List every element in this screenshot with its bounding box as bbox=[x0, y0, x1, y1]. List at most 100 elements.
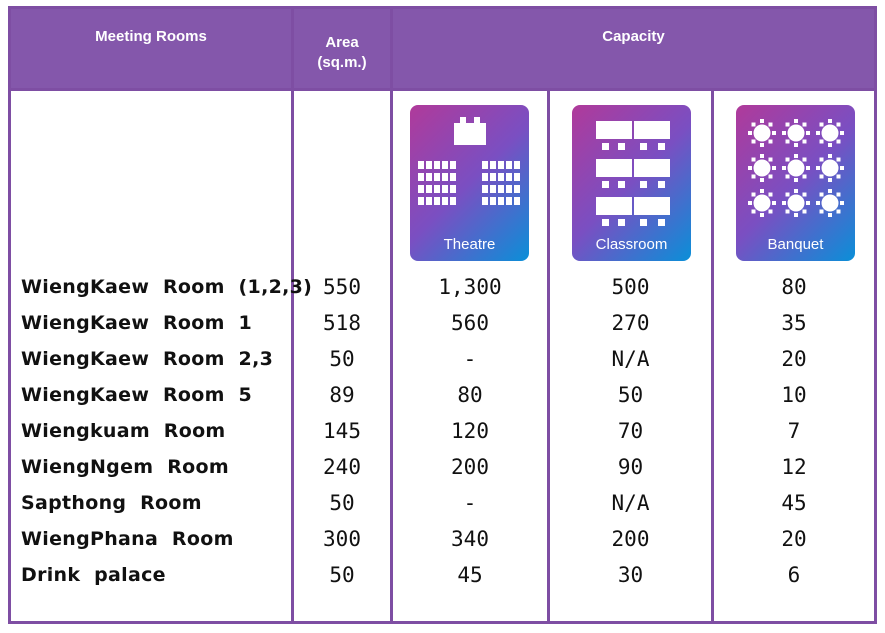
icon-shape bbox=[450, 185, 456, 193]
icon-shape bbox=[782, 166, 786, 170]
room-name: WiengKaew Room 2,3 bbox=[21, 348, 274, 370]
icon-shape bbox=[760, 119, 764, 123]
icon-shape bbox=[490, 185, 496, 193]
table-row: WiengKaew Room 5 89 80 50 10 bbox=[11, 377, 874, 413]
icon-shape bbox=[819, 157, 824, 162]
icon-shape bbox=[751, 174, 756, 179]
icon-shape bbox=[816, 201, 820, 205]
icon-shape bbox=[782, 131, 786, 135]
header-capacity: Capacity bbox=[602, 28, 665, 45]
room-area: 550 bbox=[323, 275, 361, 299]
banquet-capacity: 45 bbox=[781, 491, 807, 515]
icon-shape bbox=[828, 143, 832, 147]
icon-shape bbox=[828, 119, 832, 123]
icon-shape bbox=[634, 159, 670, 177]
icon-shape bbox=[785, 192, 790, 197]
icon-shape bbox=[434, 197, 440, 205]
table-row: Wiengkuam Room 145 120 70 7 bbox=[11, 413, 874, 449]
icon-shape bbox=[794, 189, 798, 193]
banquet-capacity: 20 bbox=[781, 527, 807, 551]
icon-shape bbox=[418, 173, 424, 181]
icon-shape bbox=[426, 173, 432, 181]
classroom-capacity: 500 bbox=[611, 275, 650, 299]
icon-shape bbox=[751, 157, 756, 162]
table-row: WiengNgem Room 240 200 90 12 bbox=[11, 449, 874, 485]
icon-shape bbox=[836, 209, 841, 214]
icon-shape bbox=[816, 166, 820, 170]
icon-shape bbox=[819, 209, 824, 214]
theatre-capacity: 560 bbox=[451, 311, 489, 335]
icon-shape bbox=[602, 143, 609, 150]
banquet-capacity: 80 bbox=[781, 275, 807, 299]
icon-shape bbox=[794, 119, 798, 123]
header-area-unit: (sq.m.) bbox=[317, 54, 367, 71]
icon-shape bbox=[794, 154, 798, 158]
classroom-label: Classroom bbox=[595, 236, 668, 253]
icon-shape bbox=[772, 131, 776, 135]
icon-shape bbox=[819, 122, 824, 127]
room-name: WiengPhana Room bbox=[21, 528, 234, 550]
room-area: 300 bbox=[323, 527, 361, 551]
column-divider bbox=[291, 9, 294, 621]
icon-shape bbox=[802, 174, 807, 179]
meeting-rooms-table: Meeting Rooms Area (sq.m.) Capacity Thea… bbox=[8, 6, 877, 624]
icon-shape bbox=[802, 192, 807, 197]
theatre-capacity: 80 bbox=[457, 383, 483, 407]
banquet-capacity: 6 bbox=[787, 563, 801, 587]
room-area: 50 bbox=[329, 563, 355, 587]
icon-shape bbox=[482, 161, 488, 169]
icon-shape bbox=[506, 161, 512, 169]
icon-shape bbox=[490, 173, 496, 181]
room-area: 518 bbox=[323, 311, 361, 335]
icon-shape bbox=[514, 161, 520, 169]
theatre-capacity: 45 bbox=[457, 563, 483, 587]
icon-shape bbox=[514, 185, 520, 193]
theatre-capacity: 200 bbox=[451, 455, 489, 479]
icon-shape bbox=[836, 192, 841, 197]
icon-shape bbox=[768, 209, 773, 214]
classroom-capacity: 270 bbox=[611, 311, 650, 335]
classroom-capacity: N/A bbox=[611, 491, 650, 515]
theatre-capacity: 1,300 bbox=[438, 275, 502, 299]
icon-shape bbox=[840, 166, 844, 170]
classroom-capacity: 200 bbox=[611, 527, 650, 551]
icon-shape bbox=[821, 159, 839, 177]
icon-shape bbox=[794, 178, 798, 182]
icon-shape bbox=[442, 197, 448, 205]
icon-shape bbox=[751, 139, 756, 144]
icon-shape bbox=[596, 159, 632, 177]
icon-shape bbox=[596, 121, 632, 139]
icon-shape bbox=[658, 219, 665, 226]
room-area: 240 bbox=[323, 455, 361, 479]
icon-shape bbox=[618, 143, 625, 150]
icon-shape bbox=[498, 185, 504, 193]
icon-shape bbox=[768, 192, 773, 197]
classroom-seating-icon: Classroom bbox=[572, 105, 691, 261]
icon-shape bbox=[768, 139, 773, 144]
icon-shape bbox=[836, 139, 841, 144]
icon-shape bbox=[794, 143, 798, 147]
room-area: 50 bbox=[329, 491, 355, 515]
icon-shape bbox=[490, 197, 496, 205]
room-name: WiengKaew Room (1,2,3) bbox=[21, 276, 313, 298]
banquet-capacity: 7 bbox=[787, 419, 801, 443]
header-area: Area (sq.m.) bbox=[294, 9, 390, 91]
header-meeting-rooms: Meeting Rooms bbox=[95, 28, 207, 45]
icon-shape bbox=[418, 161, 424, 169]
table-row: WiengPhana Room 300 340 200 20 bbox=[11, 521, 874, 557]
icon-shape bbox=[836, 174, 841, 179]
icon-shape bbox=[782, 201, 786, 205]
column-divider bbox=[547, 88, 550, 621]
icon-shape bbox=[785, 122, 790, 127]
icon-shape bbox=[785, 139, 790, 144]
icon-shape bbox=[816, 131, 820, 135]
icon-shape bbox=[748, 131, 752, 135]
icon-shape bbox=[828, 178, 832, 182]
room-name: Drink palace bbox=[21, 564, 166, 586]
icon-shape bbox=[785, 209, 790, 214]
icon-shape bbox=[760, 189, 764, 193]
icon-shape bbox=[787, 194, 805, 212]
room-area: 145 bbox=[323, 419, 361, 443]
theatre-capacity: 120 bbox=[451, 419, 489, 443]
icon-shape bbox=[828, 154, 832, 158]
